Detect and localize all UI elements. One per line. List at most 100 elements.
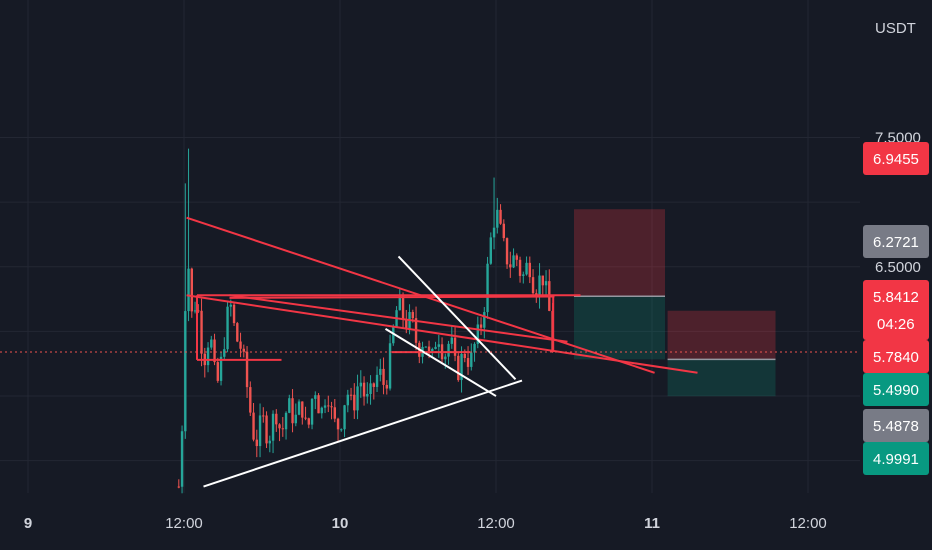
time-tick-label: 11 [644, 515, 660, 532]
candle-body [492, 227, 496, 238]
time-tick-label: 12:00 [477, 515, 515, 532]
candle-body [499, 209, 502, 224]
candle-body [470, 352, 473, 367]
candle-body [392, 326, 395, 344]
time-tick-label: 9 [24, 515, 32, 532]
trendline [229, 294, 568, 343]
candle-body [346, 394, 349, 406]
candle-body [362, 382, 366, 397]
candle-body [294, 414, 297, 424]
candle-body [541, 275, 544, 286]
candle-body [304, 417, 307, 419]
candle-body [232, 304, 236, 324]
take-profit-zone [667, 359, 776, 397]
candle-body [245, 351, 249, 388]
candle-body [369, 383, 372, 394]
candle-body [496, 209, 499, 228]
price-badges: 6.9455 6.2721 5.8412 04:26 5.7840 5.4990 5.487… [863, 142, 929, 475]
price-tick-label: 6.5000 [875, 259, 921, 276]
time-axis-ticks[interactable]: 9 12:00 10 12:00 11 12:00 [24, 515, 827, 532]
candle-body [372, 383, 375, 387]
trendline [384, 327, 497, 397]
price-badge [863, 442, 929, 475]
candle-body [317, 395, 320, 414]
candle-body [336, 418, 340, 430]
candle-body [486, 263, 489, 313]
trendline-drawings[interactable] [186, 216, 698, 488]
candle-body [444, 356, 447, 360]
candle-body [275, 413, 278, 425]
candle-body [525, 262, 528, 275]
candle-body [515, 255, 518, 260]
candle-body [190, 268, 193, 312]
candle-body [271, 413, 275, 441]
candle-body [249, 387, 252, 413]
candle-body [184, 311, 187, 432]
candle-body [375, 374, 379, 387]
candle-body [197, 310, 200, 312]
candle-body [281, 428, 284, 430]
candle-body [187, 268, 190, 312]
candle-body [223, 349, 226, 357]
candle-body [278, 424, 281, 429]
price-badge-label: 5.4878 [873, 418, 919, 435]
candle-body [528, 262, 531, 278]
candle-body [382, 368, 385, 385]
candle-body [314, 395, 317, 399]
candle-body [356, 386, 359, 411]
candle-body [489, 237, 492, 264]
candle-body [476, 324, 479, 344]
candle-body [206, 347, 210, 366]
candle-body [242, 348, 245, 352]
candle-body [323, 405, 327, 408]
currency-label: USDT [875, 20, 916, 37]
price-badge-label: 5.4990 [873, 382, 919, 399]
candle-body [239, 341, 242, 349]
candle-body [544, 281, 548, 286]
time-tick-label: 12:00 [789, 515, 827, 532]
price-badge-label: 6.9455 [873, 151, 919, 168]
time-tick-label: 10 [332, 515, 349, 532]
candle-body [522, 274, 525, 276]
candle-body [385, 384, 388, 389]
price-badge [863, 373, 929, 406]
candle-body [460, 353, 463, 381]
candle-body [398, 294, 401, 311]
candle-body [262, 415, 265, 417]
candle-body [431, 349, 434, 351]
price-badge [863, 142, 929, 175]
candle-body [473, 343, 476, 353]
countdown-label: 04:26 [877, 316, 915, 333]
candle-body [518, 259, 522, 276]
candle-body [288, 398, 291, 413]
candle-body [291, 398, 294, 424]
candle-body [401, 294, 405, 320]
candle-body [297, 401, 301, 415]
candle-body [307, 418, 310, 425]
candle-body [450, 337, 453, 344]
candle-body [411, 312, 414, 319]
position-boxes[interactable] [574, 209, 776, 397]
candle-body [405, 319, 408, 330]
candle-body [310, 398, 314, 425]
candle-body [457, 355, 460, 381]
candle-body [379, 368, 382, 375]
grid-lines [0, 0, 860, 493]
candle-body [265, 415, 268, 444]
price-badge [863, 225, 929, 258]
candle-body [330, 406, 333, 408]
stop-loss-zone [667, 310, 776, 360]
price-badge [863, 280, 929, 340]
candle-body [463, 353, 466, 359]
candle-body [483, 312, 486, 328]
candle-body [229, 304, 232, 307]
price-badge [863, 409, 929, 442]
stop-loss-zone [574, 209, 665, 297]
time-tick-label: 12:00 [165, 515, 203, 532]
candle-body [505, 238, 509, 265]
candle-body [219, 356, 223, 381]
price-badge-label: 5.8412 [873, 289, 919, 306]
candle-body [353, 394, 356, 411]
